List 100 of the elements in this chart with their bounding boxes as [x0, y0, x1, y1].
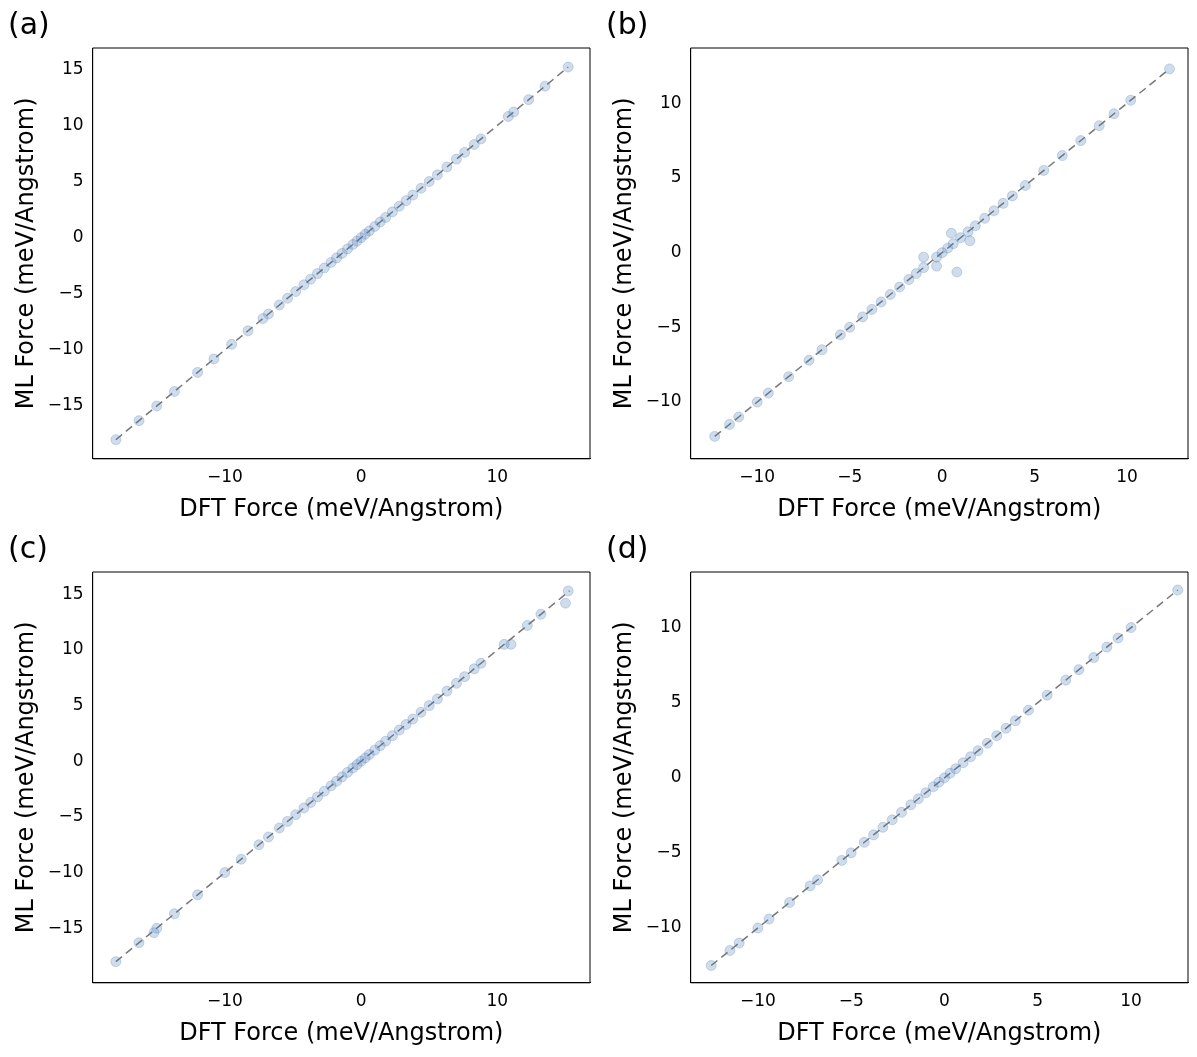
point [724, 418, 735, 430]
point [844, 321, 856, 333]
point [763, 913, 775, 925]
y-tick-label: 5 [72, 694, 84, 715]
point [400, 195, 412, 207]
x-tick-label: 0 [936, 466, 948, 487]
y-tick-label: −10 [47, 338, 84, 359]
point [1125, 94, 1137, 106]
x-axis-title: DFT Force (meV/Angstrom) [777, 1017, 1102, 1046]
y-tick-label: −5 [656, 315, 682, 336]
point [450, 153, 462, 165]
point [931, 260, 943, 272]
point [1112, 632, 1124, 644]
point [903, 274, 915, 286]
point [208, 353, 220, 365]
point [475, 133, 487, 145]
x-tick-label: −10 [739, 990, 776, 1011]
y-tick-label: 15 [62, 582, 84, 603]
y-tick-label: −10 [645, 916, 682, 937]
point [1073, 664, 1085, 676]
point [981, 737, 993, 749]
x-tick-label: −5 [838, 990, 864, 1011]
point [751, 396, 763, 408]
y-tick-label: 0 [72, 226, 84, 247]
point [1125, 622, 1137, 634]
point [431, 693, 443, 705]
point [273, 299, 285, 311]
x-tick-label: 0 [355, 990, 367, 1011]
y-tick-label: −5 [656, 841, 682, 862]
point [733, 411, 745, 423]
point [804, 880, 816, 892]
x-tick-label: −10 [206, 990, 243, 1011]
y-tick-label: 15 [62, 57, 84, 78]
point [386, 206, 398, 218]
point [192, 889, 204, 901]
y-tick-label: −5 [58, 805, 84, 826]
point [896, 806, 908, 818]
point [305, 273, 317, 285]
chart-title: (d) [606, 529, 649, 565]
point [110, 434, 122, 446]
point [894, 281, 906, 293]
point [318, 262, 330, 274]
point [886, 814, 898, 826]
point [407, 189, 419, 201]
point [273, 822, 285, 834]
point [423, 176, 435, 188]
point [964, 235, 976, 247]
y-tick-label: −10 [645, 390, 682, 411]
point [380, 735, 392, 747]
x-tick-label: −10 [739, 466, 776, 487]
point [262, 831, 274, 843]
point [868, 829, 880, 841]
y-axis-title: ML Force (meV/Angstrom) [608, 621, 637, 934]
point [305, 796, 317, 808]
point [858, 836, 870, 848]
point [298, 802, 310, 814]
point [816, 344, 828, 356]
point [562, 585, 574, 597]
y-tick-label: −15 [47, 916, 84, 937]
point [380, 211, 392, 223]
point [877, 821, 889, 833]
y-tick-label: −15 [47, 394, 84, 415]
point [298, 279, 310, 291]
point [783, 371, 795, 383]
point [282, 292, 294, 304]
chart-title: (b) [606, 5, 649, 41]
point [1088, 652, 1100, 664]
point [559, 597, 571, 609]
point [508, 106, 520, 118]
point [803, 354, 815, 366]
point [884, 288, 896, 300]
point [845, 847, 857, 859]
x-axis-title: DFT Force (meV/Angstrom) [777, 493, 1102, 522]
point [219, 867, 231, 879]
y-axis-title: ML Force (meV/Angstrom) [608, 97, 637, 410]
point [242, 325, 254, 337]
x-tick-label: 10 [486, 466, 509, 487]
point [393, 200, 405, 212]
point [235, 853, 247, 865]
point [450, 677, 462, 689]
point [991, 730, 1003, 742]
point [562, 61, 574, 73]
point [226, 338, 238, 350]
y-tick-label: 10 [660, 91, 682, 112]
point [539, 80, 551, 92]
point [311, 791, 323, 803]
point [1060, 674, 1072, 686]
point [468, 139, 480, 151]
point [459, 671, 471, 683]
point [459, 146, 471, 158]
y-tick-label: 5 [72, 169, 84, 190]
point [431, 169, 443, 181]
x-tick-label: 5 [1029, 466, 1040, 487]
point [441, 685, 453, 697]
y-tick-label: 0 [670, 241, 682, 262]
point [262, 308, 274, 320]
point [415, 706, 427, 718]
point [441, 161, 453, 173]
point [784, 896, 796, 908]
point [733, 937, 745, 949]
